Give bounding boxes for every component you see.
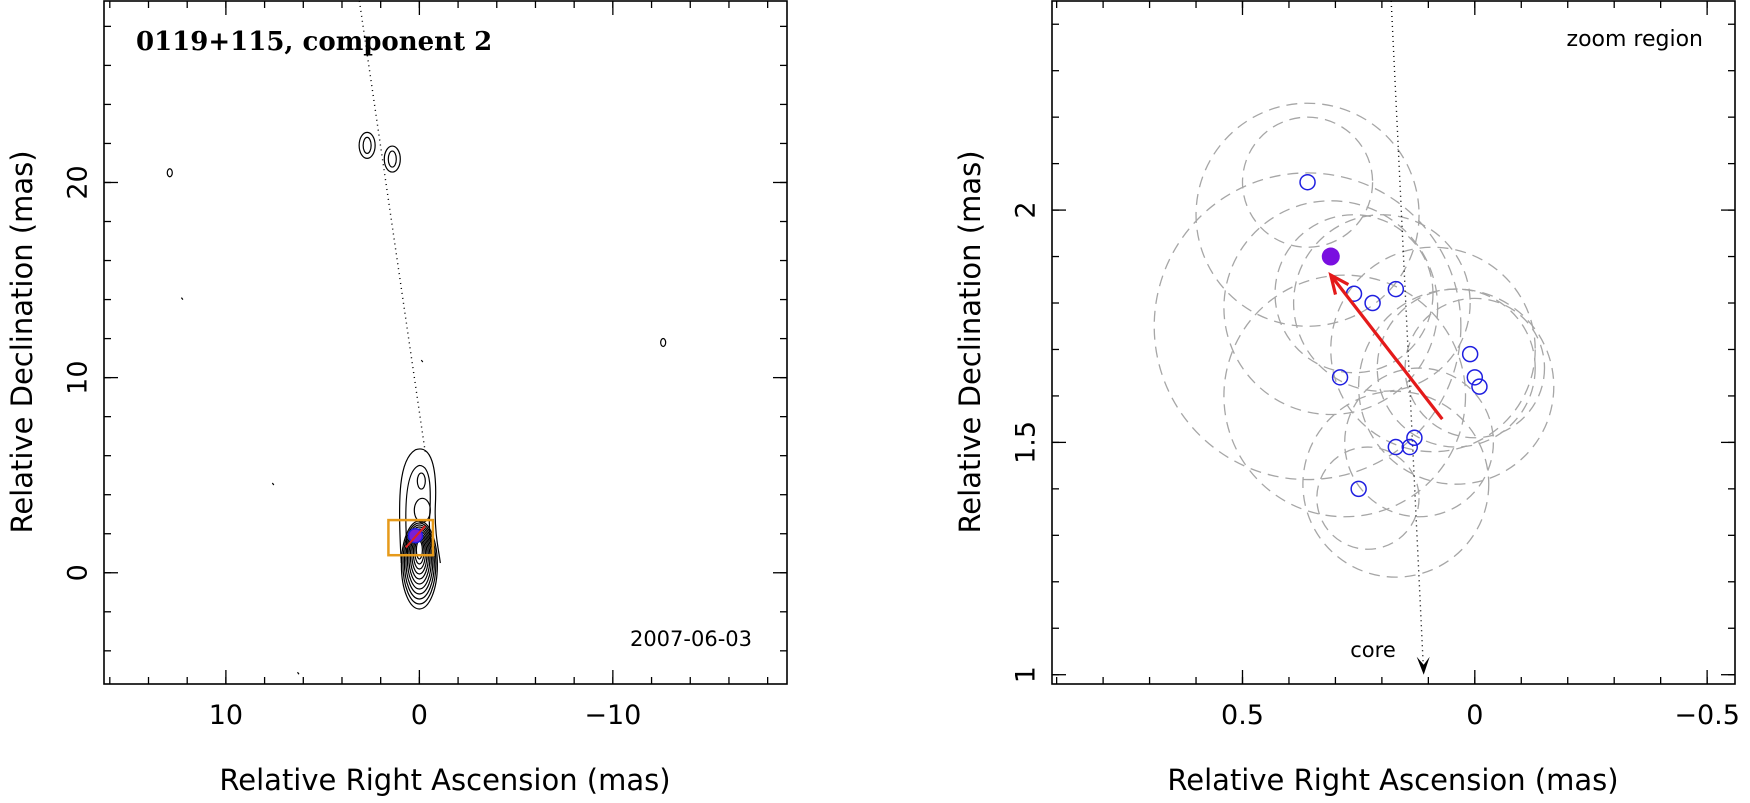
jet-contour — [416, 472, 426, 490]
position-point — [1331, 369, 1349, 386]
y-tick-label: 1.5 — [1011, 421, 1042, 464]
jet-contour — [413, 497, 431, 523]
noise-speck — [420, 359, 424, 363]
y-tick-label: 0 — [63, 564, 94, 581]
jet-contour — [398, 448, 441, 564]
x-tick-label: 0.5 — [1221, 700, 1264, 731]
noise-speck — [180, 297, 184, 300]
uncertainty-circle — [1195, 102, 1420, 327]
core-direction-line — [1390, 0, 1425, 675]
isolated-contour — [362, 136, 372, 155]
x-tick-label: 0 — [1466, 700, 1483, 731]
right-panel: 0.5 0 −0.5 1 1.5 2 zoom region core Relative … — [953, 0, 1740, 797]
uncertainty-circle — [1223, 200, 1439, 416]
zoom-box — [387, 518, 435, 557]
trajectory-line — [358, 0, 426, 452]
x-tick-label: −0.5 — [1674, 700, 1740, 731]
uncertainty-circle — [1344, 367, 1495, 518]
x-tick-label: −10 — [584, 700, 641, 731]
motion-arrow-small — [405, 525, 426, 549]
position-point — [1364, 294, 1381, 312]
left-y-axis-label: Relative Declination (mas) — [5, 150, 39, 533]
core-arrowhead — [1416, 656, 1430, 675]
position-point — [1471, 378, 1488, 395]
position-point — [1387, 280, 1405, 298]
position-point — [1299, 173, 1316, 191]
y-tick-label: 1 — [1011, 666, 1042, 683]
left-date-label: 2007-06-03 — [630, 627, 752, 651]
position-point — [1350, 480, 1367, 498]
isolated-contour — [387, 150, 397, 168]
mean-position-point — [1321, 247, 1340, 266]
x-tick-label: 10 — [209, 700, 243, 731]
position-point — [1387, 438, 1405, 456]
motion-arrow — [1329, 274, 1444, 421]
uncertainty-circle — [1292, 214, 1471, 392]
uncertainty-circle — [1404, 297, 1546, 439]
core-contour — [406, 528, 432, 590]
uncertainty-circle — [1274, 214, 1434, 374]
core-contour — [402, 522, 437, 605]
core-contour — [403, 524, 435, 600]
uncertainty-circle — [1376, 288, 1536, 448]
left-x-axis-label: Relative Right Ascension (mas) — [219, 763, 670, 797]
left-panel: 10 0 −10 0 10 20 0119+115, component 2 2007-0… — [5, 0, 788, 797]
y-tick-label: 20 — [63, 165, 94, 199]
uncertainty-circle — [1223, 274, 1467, 518]
noise-speck — [271, 482, 275, 486]
jet-contour — [405, 464, 435, 558]
right-plot-frame — [1051, 0, 1736, 685]
uncertainty-circle — [1153, 172, 1462, 481]
left-title: 0119+115, component 2 — [136, 27, 492, 57]
motion-arrowhead — [1328, 272, 1350, 295]
left-plot-frame — [103, 0, 788, 685]
y-tick-label: 2 — [1011, 201, 1042, 218]
uncertainty-circle — [1330, 246, 1536, 453]
isolated-contour — [166, 168, 173, 178]
uncertainty-circle — [1358, 288, 1555, 485]
y-tick-label: 10 — [63, 360, 94, 394]
isolated-contour — [358, 131, 376, 160]
isolated-contour — [383, 145, 401, 173]
noise-speck — [297, 671, 300, 675]
right-title: zoom region — [1567, 27, 1703, 52]
x-tick-label: 0 — [411, 700, 428, 731]
right-y-axis-label: Relative Declination (mas) — [953, 150, 987, 533]
right-x-axis-label: Relative Right Ascension (mas) — [1167, 763, 1618, 797]
isolated-contour — [660, 337, 667, 348]
uncertainty-circle — [1316, 446, 1420, 550]
position-point — [1466, 369, 1484, 386]
uncertainty-circle — [1302, 390, 1490, 578]
position-point — [1406, 429, 1423, 446]
core-contour — [405, 526, 434, 595]
right-core-label: core — [1350, 638, 1396, 662]
position-point — [1461, 345, 1479, 363]
position-point — [1401, 438, 1419, 456]
uncertainty-circle — [1241, 116, 1374, 248]
